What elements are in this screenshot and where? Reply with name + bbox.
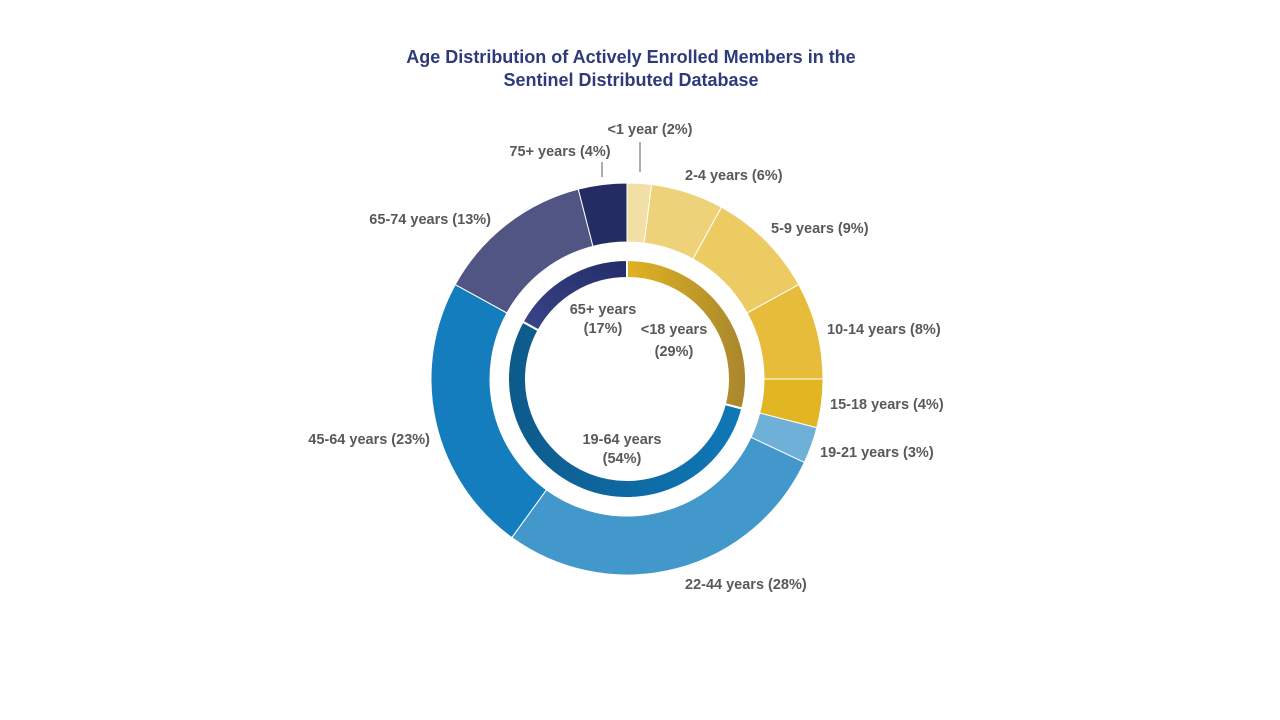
outer-label-10-14-years: 10-14 years (8%) [827,322,941,338]
outer-slice-22-44-years [511,436,806,576]
inner-pct-18-years: (29%) [655,344,694,360]
inner-slice-19-64-years [507,320,744,499]
inner-label-65-years: 65+ years [570,302,637,318]
chart-title-line-1: Age Distribution of Actively Enrolled Me… [406,47,856,67]
inner-label-18-years: <18 years [641,322,708,338]
inner-label-19-64-years: 19-64 years [582,432,661,448]
outer-label-65-74-years: 65-74 years (13%) [369,212,491,228]
outer-label-19-21-years: 19-21 years (3%) [820,445,934,461]
chart-title-line-2: Sentinel Distributed Database [503,70,759,90]
outer-label-5-9-years: 5-9 years (9%) [771,221,869,237]
outer-slice-75-years [577,182,628,247]
inner-pct-65-years: (17%) [584,321,623,337]
outer-label-2-4-years: 2-4 years (6%) [685,168,783,184]
inner-slice-65-years [521,258,628,332]
chart-title: Age Distribution of Actively Enrolled Me… [0,46,1262,92]
outer-label-22-44-years: 22-44 years (28%) [685,577,807,593]
outer-label-75-years: 75+ years (4%) [509,144,610,160]
outer-label-15-18-years: 15-18 years (4%) [830,397,944,413]
outer-label-1-year: <1 year (2%) [607,122,692,138]
outer-label-45-64-years: 45-64 years (23%) [308,432,430,448]
inner-pct-19-64-years: (54%) [603,451,642,467]
